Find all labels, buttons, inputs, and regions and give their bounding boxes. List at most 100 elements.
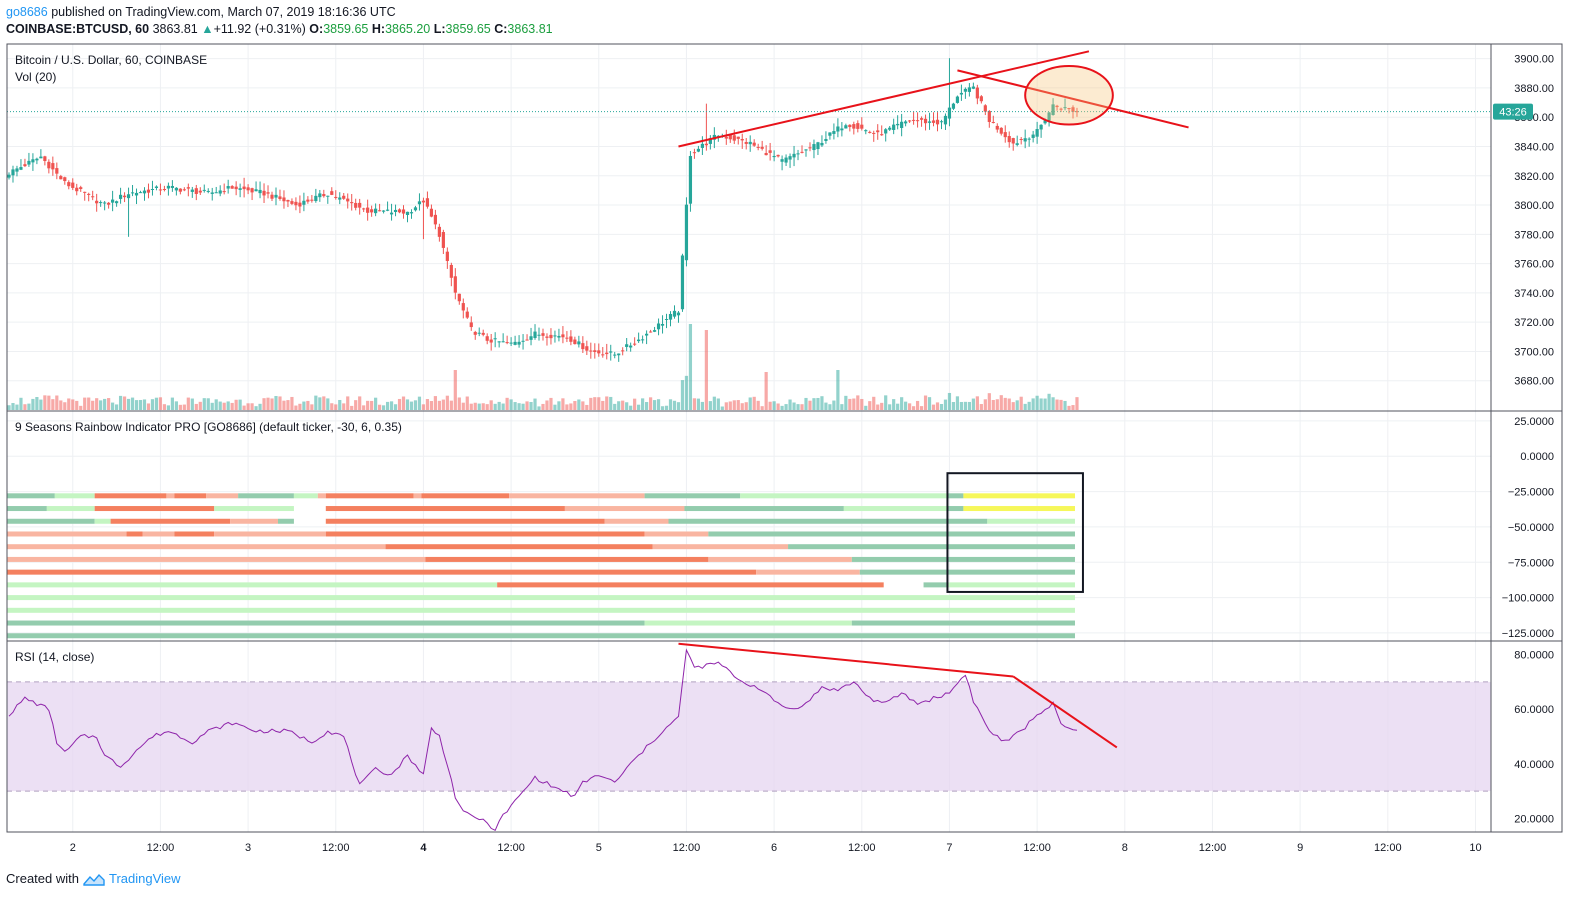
- time-axis-label: 12:00: [848, 842, 876, 854]
- candle-body: [529, 336, 533, 340]
- volume-bar: [915, 400, 920, 410]
- price-axis-label: 3820.00: [1514, 171, 1554, 183]
- candle-body: [593, 350, 597, 353]
- volume-bar: [477, 403, 481, 410]
- candle-body: [7, 174, 11, 178]
- volume-bar: [784, 404, 788, 410]
- volume-bar: [15, 404, 19, 410]
- volume-bar: [421, 404, 426, 410]
- time-axis-label: 5: [596, 842, 602, 854]
- volume-bar: [1043, 398, 1047, 410]
- volume-bar: [553, 404, 557, 410]
- volume-bar: [51, 399, 55, 410]
- rainbow-segment: [126, 531, 143, 537]
- volume-bar: [210, 402, 214, 410]
- volume-bar: [362, 405, 366, 410]
- candle-body: [533, 331, 537, 339]
- volume-bar: [429, 401, 434, 410]
- ohlc-line: COINBASE:BTCUSD, 60 3863.81 ▲+11.92 (+0.…: [6, 21, 553, 38]
- rsi-trendline: [1012, 675, 1118, 749]
- candle-body: [126, 194, 131, 199]
- candle-body: [1051, 104, 1055, 116]
- candle-body: [501, 341, 505, 343]
- candle-body: [150, 188, 155, 190]
- rainbow-segment: [425, 556, 709, 562]
- rainbow-segment: [947, 493, 964, 499]
- rainbow-segment: [740, 493, 948, 499]
- candle-body: [613, 354, 617, 356]
- candle-body: [505, 342, 509, 344]
- volume-bar: [1015, 400, 1019, 410]
- rainbow-segment: [963, 493, 1075, 499]
- candle-body: [397, 209, 402, 213]
- volume-bar: [820, 396, 824, 410]
- volume-bar: [67, 398, 71, 410]
- candle-body: [95, 200, 99, 204]
- volume-bar: [262, 398, 266, 410]
- volume-bar: [625, 402, 629, 410]
- candle-body: [872, 132, 876, 134]
- candle-body: [374, 208, 378, 214]
- candle-body: [71, 182, 75, 188]
- volume-bar: [91, 400, 95, 410]
- candle-body: [393, 209, 398, 212]
- rsi-axis-label: 80.0000: [1514, 650, 1554, 662]
- volume-bar: [59, 400, 63, 410]
- candle-body: [358, 202, 362, 208]
- rsi-axis-label: 40.0000: [1514, 759, 1554, 771]
- tradingview-link[interactable]: TradingView: [108, 871, 181, 886]
- candle-body: [541, 333, 545, 336]
- candle-body: [354, 202, 358, 208]
- volume-bar: [621, 400, 625, 410]
- candle-body: [999, 127, 1003, 134]
- candle-body: [421, 200, 426, 203]
- volume-bar: [716, 398, 720, 410]
- volume-bar: [166, 405, 170, 410]
- candle-body: [1043, 120, 1047, 124]
- candle-body: [692, 152, 697, 154]
- candle-body: [963, 88, 967, 92]
- volume-bar: [744, 402, 748, 410]
- candle-body: [800, 151, 804, 153]
- volume-bar: [465, 396, 469, 410]
- rainbow-segment: [987, 518, 1075, 524]
- candle-body: [481, 332, 485, 335]
- time-axis-label: 12:00: [1023, 842, 1051, 854]
- candle-body: [389, 212, 394, 215]
- volume-bar: [142, 399, 147, 410]
- time-axis-label: 12:00: [1199, 842, 1227, 854]
- candle-body: [246, 187, 250, 191]
- volume-bar: [1023, 403, 1027, 410]
- candle-body: [166, 185, 170, 189]
- candle-body: [278, 196, 282, 199]
- volume-bar: [545, 400, 549, 410]
- volume-bar: [453, 370, 457, 410]
- volume-label: Vol (20): [15, 70, 56, 84]
- volume-bar: [374, 397, 378, 410]
- candle-body: [1067, 108, 1071, 110]
- candle-body: [1023, 138, 1027, 142]
- candle-body: [306, 199, 310, 202]
- volume-bar: [808, 400, 812, 410]
- volume-bar: [274, 396, 278, 410]
- volume-bar: [409, 401, 414, 410]
- volume-bar: [1055, 399, 1059, 410]
- candle-body: [975, 87, 979, 99]
- price-pane-title: Bitcoin / U.S. Dollar, 60, COINBASE: [15, 53, 207, 67]
- candle-body: [796, 153, 800, 155]
- candle-body: [91, 196, 95, 198]
- candle-body: [597, 350, 601, 354]
- candle-body: [461, 303, 465, 311]
- candle-body: [55, 168, 59, 174]
- volume-bar: [513, 402, 517, 410]
- author-link[interactable]: go8686: [6, 5, 48, 19]
- highlight-box: [946, 472, 1084, 593]
- candle-body: [808, 147, 812, 149]
- candle-body: [545, 336, 549, 338]
- rainbow-segment: [7, 556, 426, 562]
- volume-bar: [641, 398, 645, 410]
- volume-bar: [593, 397, 597, 410]
- candle-body: [904, 121, 908, 124]
- volume-bar: [728, 401, 732, 410]
